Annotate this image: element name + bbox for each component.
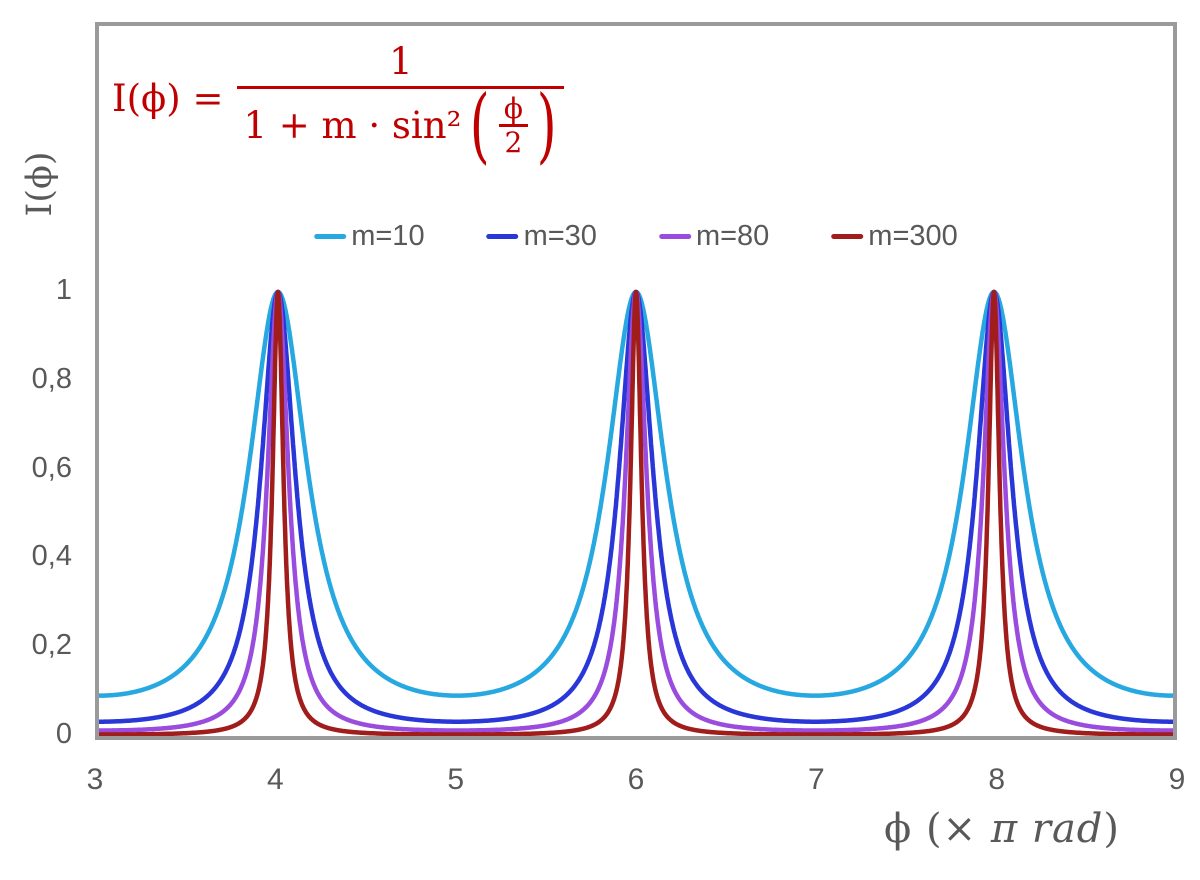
formula-numerator: 1: [389, 40, 413, 83]
legend-swatch-m=80: [658, 234, 691, 239]
x-axis-title: ϕ (× π rad): [884, 806, 1120, 852]
y-tick-0,2: 0,2: [31, 629, 72, 662]
legend-swatch-m=300: [831, 234, 864, 239]
legend-swatch-m=30: [486, 234, 519, 239]
inner-fraction: ϕ 2: [498, 94, 528, 160]
x-axis-title-close: ): [1103, 806, 1121, 852]
x-tick-3: 3: [86, 763, 104, 796]
x-axis-title-unit: π rad: [990, 806, 1104, 852]
formula-lhs: I(ϕ) =: [112, 77, 224, 121]
curve-m=30: [99, 289, 1173, 724]
y-axis-title: I(ϕ): [20, 151, 60, 217]
close-paren: ): [536, 78, 557, 174]
legend-label: m=10: [351, 220, 425, 252]
formula-denominator: 1 + m · sin² ( ϕ 2 ): [237, 78, 565, 174]
x-tick-4: 4: [266, 763, 284, 796]
legend-swatch-m=10: [314, 234, 347, 239]
x-tick-8: 8: [988, 763, 1005, 796]
y-tick-1: 1: [55, 274, 72, 306]
open-paren: (: [470, 78, 491, 174]
legend: m=10 m=30 m=80 m=300: [314, 220, 958, 253]
y-tick-0,6: 0,6: [31, 451, 72, 484]
inner-fraction-numerator: ϕ: [498, 94, 528, 128]
legend-label: m=30: [523, 220, 597, 252]
formula: I(ϕ) = 1 1 + m · sin² ( ϕ 2 ): [112, 40, 565, 174]
inner-fraction-denominator: 2: [504, 126, 523, 160]
curve-m=80: [99, 289, 1173, 733]
curves-svg: [99, 289, 1173, 736]
formula-fraction: 1 1 + m · sin² ( ϕ 2 ): [237, 40, 565, 174]
legend-label: m=80: [695, 220, 770, 252]
formula-denominator-text: 1 + m · sin²: [243, 104, 462, 148]
legend-item-m=300: m=300: [831, 220, 958, 253]
legend-label: m=300: [868, 220, 958, 252]
legend-item-m=30: m=30: [486, 220, 597, 253]
x-tick-6: 6: [627, 763, 645, 796]
x-axis-title-phi: ϕ (×: [884, 806, 991, 852]
legend-item-m=80: m=80: [658, 220, 770, 253]
x-tick-7: 7: [807, 763, 825, 796]
x-tick-5: 5: [447, 763, 464, 796]
y-tick-0: 0: [55, 718, 72, 750]
plot-frame: I(ϕ) = 1 1 + m · sin² ( ϕ 2 ) m=10 m=30 m=…: [95, 22, 1177, 740]
legend-item-m=10: m=10: [314, 220, 425, 253]
y-tick-0,4: 0,4: [31, 540, 72, 573]
x-tick-9: 9: [1168, 763, 1186, 796]
curve-m=300: [99, 289, 1173, 736]
y-tick-0,8: 0,8: [31, 362, 72, 395]
